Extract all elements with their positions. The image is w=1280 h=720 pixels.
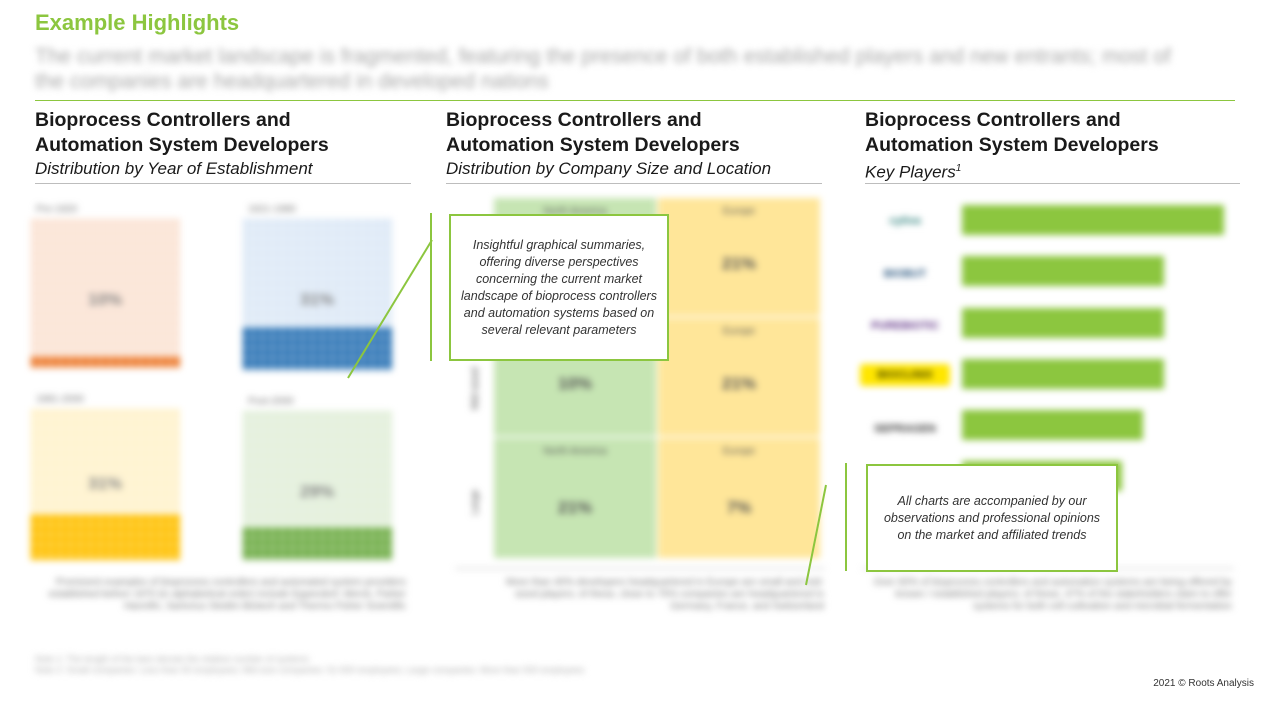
callout-connector-left xyxy=(430,213,432,361)
waffle-chart: Pre-1920 10% xyxy=(30,204,180,368)
quadrant-value: 21% xyxy=(721,254,757,273)
column-heading-players-title: Bioprocess Controllers and Automation Sy… xyxy=(865,109,1159,156)
waffle-grid xyxy=(30,218,180,368)
year-distribution-note: Prominent examples of bioprocess control… xyxy=(48,577,406,612)
waffle-value: 29% xyxy=(299,482,335,501)
player-bar xyxy=(962,410,1143,440)
page-subtitle: The current market landscape is fragment… xyxy=(35,45,1171,93)
callout-pointer-right xyxy=(805,484,827,586)
column-heading-players: Bioprocess Controllers and Automation Sy… xyxy=(865,108,1245,184)
quadrant-label: Europe xyxy=(722,206,756,217)
column-heading-players-subtitle: Key Players1 xyxy=(865,158,1245,184)
waffle-value: 31% xyxy=(87,474,123,493)
waffle-chart: 1921-1980 31% xyxy=(242,204,392,370)
player-logo-text: SEPRAGEN xyxy=(874,423,936,435)
player-logo: cytiva xyxy=(860,210,950,232)
column-rule-year xyxy=(35,183,411,184)
axis-label-mid: Mid-sized xyxy=(470,367,481,410)
quadrant-cell: North America 21% xyxy=(494,438,656,558)
size-distribution-note: More than 40% developers headquartered i… xyxy=(506,577,824,612)
quadrant-label: North America xyxy=(543,446,607,457)
waffle-label: 1921-1980 xyxy=(248,204,296,215)
player-logo-text: PUREBIOTIC xyxy=(871,320,939,332)
quadrant-label: North America xyxy=(543,206,607,217)
player-bar xyxy=(962,308,1164,338)
callout-pointer-left xyxy=(347,239,433,379)
quadrant-label: Europe xyxy=(722,326,756,337)
player-logo-text: cytiva xyxy=(889,215,921,227)
player-bar xyxy=(962,205,1224,235)
quadrant-cell: Europe 21% xyxy=(658,198,820,316)
waffle-value: 10% xyxy=(87,290,123,309)
player-logo: BIOBUT xyxy=(860,263,950,285)
quadrant-baseline xyxy=(455,568,825,569)
waffle-fill xyxy=(30,356,180,368)
column-heading-size-subtitle: Distribution by Company Size and Locatio… xyxy=(446,159,772,178)
waffle-value: 31% xyxy=(299,290,335,309)
column-heading-year: Bioprocess Controllers and Automation Sy… xyxy=(35,108,415,180)
waffle-label: 1981-2000 xyxy=(36,394,84,405)
quadrant-value: 10% xyxy=(557,374,593,393)
callout-summary: Insightful graphical summaries, offering… xyxy=(449,214,669,361)
waffle-fill xyxy=(242,527,392,560)
title-divider xyxy=(35,100,1235,101)
column-heading-year-title: Bioprocess Controllers and Automation Sy… xyxy=(35,109,329,156)
column-rule-size xyxy=(446,183,822,184)
quadrant-value: 21% xyxy=(721,374,757,393)
page-title: Example Highlights xyxy=(35,10,240,35)
callout-connector-right xyxy=(845,463,847,571)
player-logo-text: BIOBUT xyxy=(883,268,927,280)
waffle-label: Pre-1920 xyxy=(36,204,78,215)
note-2: Note 2: Small companies: Less than 50 em… xyxy=(35,665,585,675)
column-heading-size: Bioprocess Controllers and Automation Sy… xyxy=(446,108,826,180)
notes: Note 1: The length of the bars denote th… xyxy=(35,654,584,676)
player-logo: PUREBIOTIC xyxy=(860,315,950,337)
key-players-note: Over 60% of bioprocess controllers and a… xyxy=(873,577,1232,612)
axis-label-large: Large xyxy=(470,489,481,515)
copyright: 2021 © Roots Analysis xyxy=(1153,678,1254,689)
column-rule-players xyxy=(865,183,1240,184)
quadrant-label: Europe xyxy=(722,446,756,457)
waffle-chart: Post-2000 29% xyxy=(242,396,392,560)
waffle-chart: 1981-2000 31% xyxy=(30,394,180,560)
column-heading-size-title: Bioprocess Controllers and Automation Sy… xyxy=(446,109,740,156)
player-bar xyxy=(962,256,1164,286)
player-bar xyxy=(962,359,1164,389)
note-1: Note 1: The length of the bars denote th… xyxy=(35,654,309,664)
waffle-label: Post-2000 xyxy=(248,396,294,407)
quadrant-value: 21% xyxy=(557,498,593,517)
quadrant-value: 7% xyxy=(726,498,752,517)
quadrant-cell: Europe 21% xyxy=(658,318,820,436)
quadrant-cell: Europe 7% xyxy=(658,438,820,558)
column-heading-year-subtitle: Distribution by Year of Establishment xyxy=(35,159,313,178)
key-players-label: Key Players xyxy=(865,162,956,182)
player-logo-text: BIOCLINIX xyxy=(877,369,933,381)
waffle-fill xyxy=(30,514,180,560)
player-logo: BIOCLINIX xyxy=(860,364,950,386)
waffle-fill xyxy=(242,327,392,370)
key-players-footnote-mark: 1 xyxy=(955,163,962,174)
callout-opinions: All charts are accompanied by our observ… xyxy=(866,464,1118,572)
player-logo: SEPRAGEN xyxy=(860,418,950,440)
